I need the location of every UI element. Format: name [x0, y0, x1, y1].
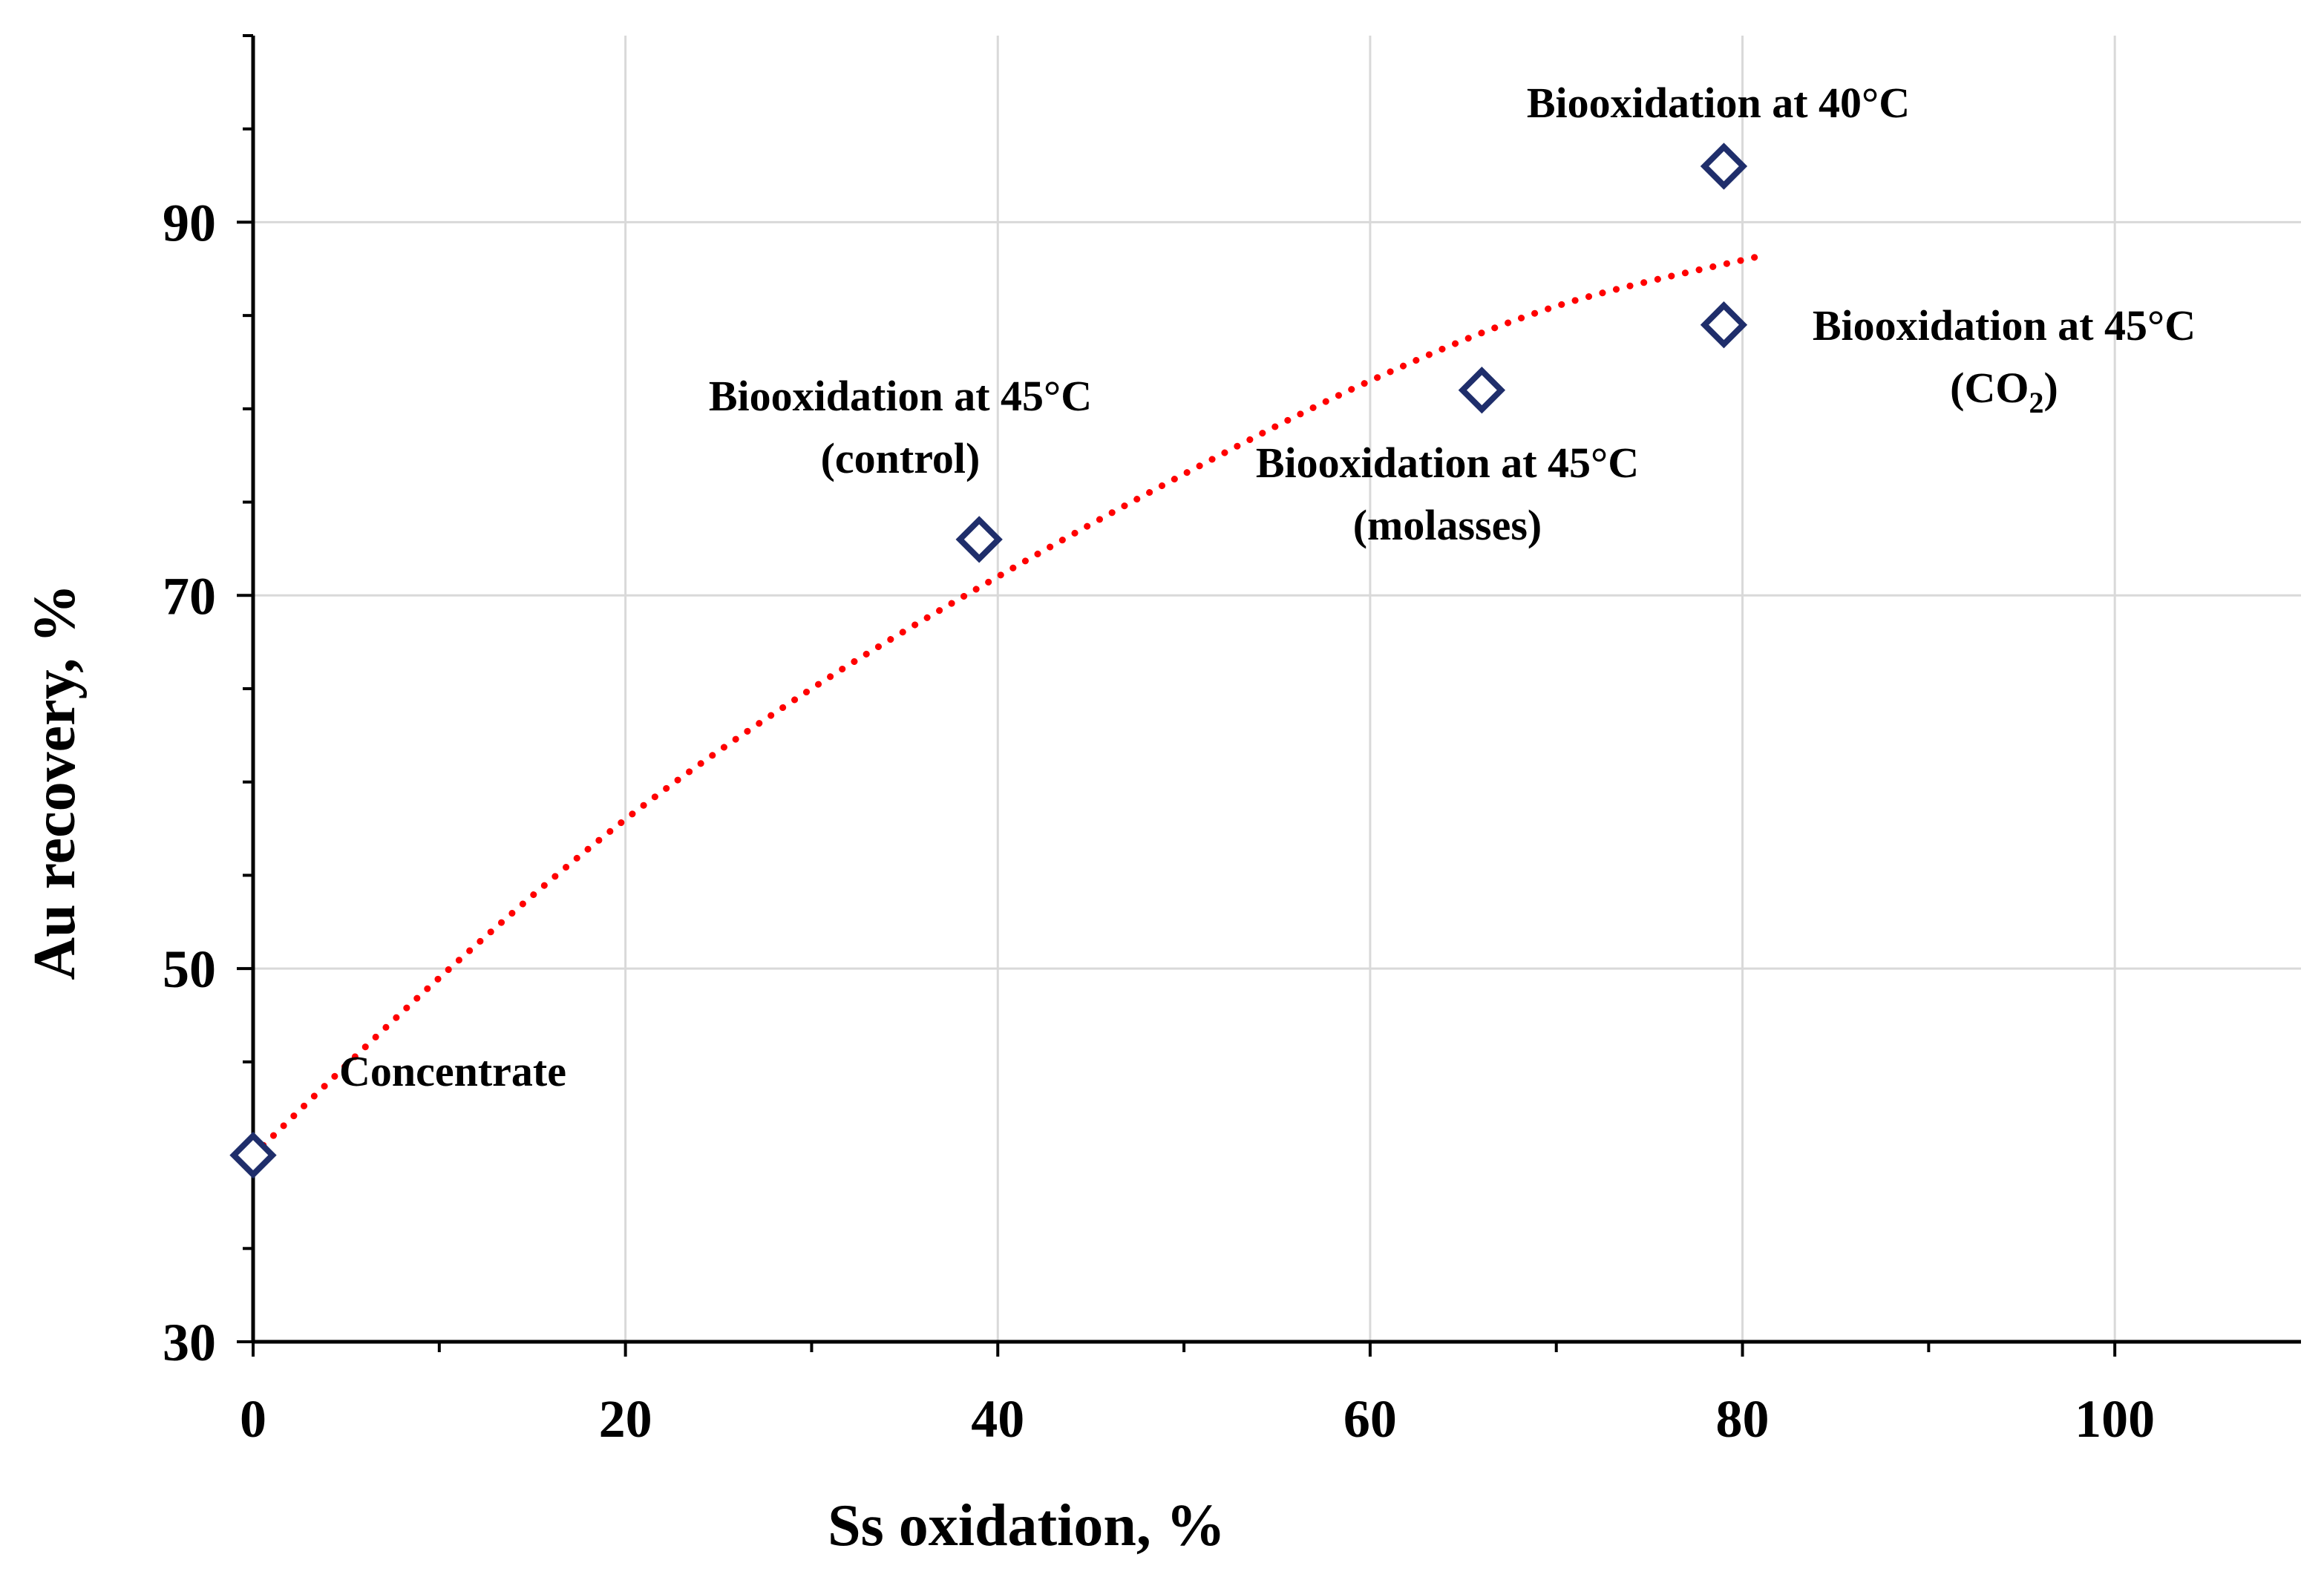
- x-tick-label: 20: [599, 1389, 652, 1449]
- point-label-0: Concentrate: [339, 1047, 566, 1095]
- x-tick-label: 60: [1343, 1389, 1397, 1449]
- trendline: [249, 252, 1765, 1159]
- y-axis-title: Au recovery, %: [22, 584, 88, 980]
- data-markers: [229, 142, 1748, 1179]
- y-tick-label: 50: [163, 940, 216, 999]
- point-label-1-line2: (control): [821, 434, 981, 482]
- y-tick-label: 70: [163, 566, 216, 626]
- x-tick-label: 0: [240, 1389, 266, 1449]
- data-point-2: [1458, 367, 1506, 414]
- point-label-2-line2: (molasses): [1353, 501, 1542, 549]
- data-point-4: [1700, 301, 1748, 349]
- point-label-4: Biooxidation at 45°C: [1813, 301, 2196, 350]
- data-point-1: [955, 516, 1003, 563]
- data-point-0: [229, 1131, 277, 1179]
- y-tick-label: 30: [163, 1313, 216, 1372]
- point-label-1: Biooxidation at 45°C: [709, 372, 1092, 420]
- x-tick-label: 40: [971, 1389, 1024, 1449]
- point-label-4-line2: (CO2): [1950, 364, 2058, 419]
- data-point-3: [1700, 142, 1748, 190]
- x-tick-label: 80: [1716, 1389, 1770, 1449]
- grid: [253, 36, 2301, 1342]
- point-label-2: Biooxidation at 45°C: [1256, 439, 1639, 487]
- point-label-3: Biooxidation at 40°C: [1527, 79, 1910, 127]
- x-axis-title: Ss oxidation, %: [828, 1493, 1225, 1558]
- y-tick-label: 90: [163, 193, 216, 252]
- x-tick-label: 100: [2075, 1389, 2155, 1449]
- axes: [251, 36, 2301, 1344]
- ticks: 0 20 40 60 80 100 30 50 70 90: [163, 34, 2155, 1449]
- point-labels: Concentrate Biooxidation at 45°C (control)…: [339, 79, 2196, 1095]
